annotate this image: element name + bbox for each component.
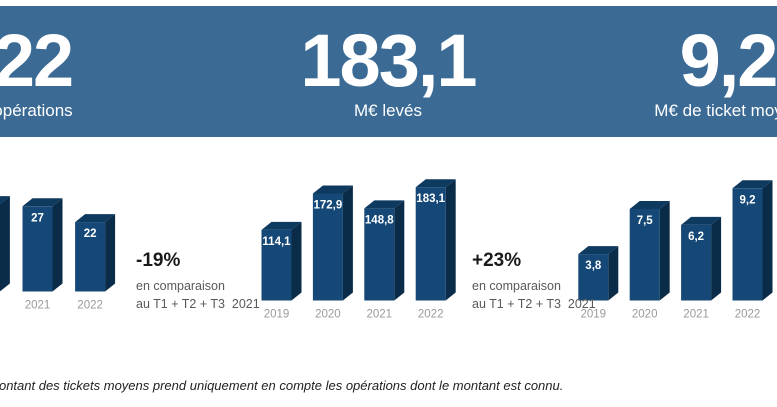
svg-text:2022: 2022	[418, 309, 444, 321]
svg-text:148,8: 148,8	[365, 214, 394, 226]
svg-text:2022: 2022	[77, 300, 103, 312]
svg-text:9,2: 9,2	[740, 194, 756, 206]
svg-text:27: 27	[31, 212, 44, 224]
svg-text:114,1: 114,1	[262, 236, 291, 248]
svg-text:2021: 2021	[683, 309, 709, 321]
svg-text:2022: 2022	[735, 309, 761, 321]
svg-text:2019: 2019	[264, 309, 290, 321]
svg-text:2020: 2020	[315, 309, 341, 321]
svg-text:172,9: 172,9	[314, 200, 343, 212]
svg-text:2020: 2020	[632, 309, 658, 321]
svg-text:2021: 2021	[25, 300, 51, 312]
svg-text:22: 22	[84, 228, 97, 240]
svg-text:6,2: 6,2	[688, 231, 704, 243]
svg-text:2021: 2021	[367, 309, 393, 321]
svg-text:7,5: 7,5	[637, 215, 654, 227]
svg-text:183,1: 183,1	[416, 193, 445, 205]
